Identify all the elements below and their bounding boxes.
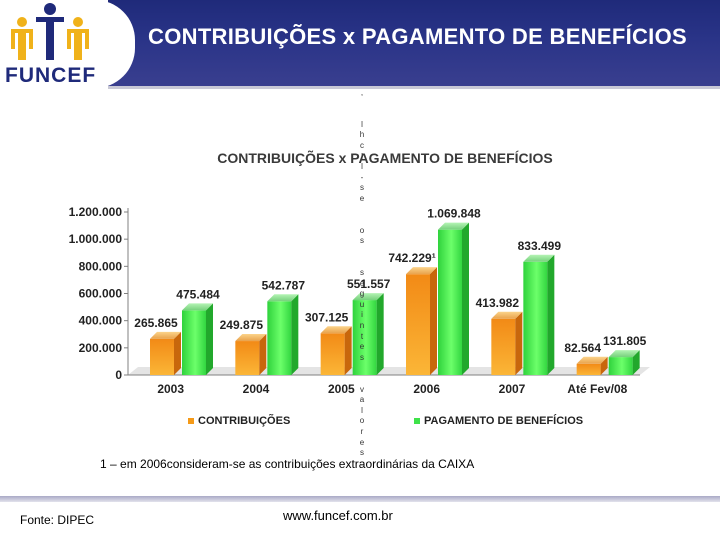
bar-top [182,303,213,311]
bar-top [150,331,181,339]
bar-side [206,303,213,375]
y-tick-label: 800.000 [79,259,123,273]
bar-pagamento [523,261,548,375]
x-tick-label: 2006 [413,382,440,396]
bar-top [523,254,555,262]
data-label: 833.499 [518,239,562,253]
footnote: 1 – em 2006consideram-se as contribuiçõe… [100,457,475,471]
bar-side [259,334,267,375]
data-label: 542.787 [262,278,306,292]
data-label: 82.564 [564,341,601,355]
y-tick-label: 1.200.000 [69,205,123,219]
bar-top [438,222,469,230]
y-tick-label: 400.000 [79,314,123,328]
y-tick-label: 200.000 [79,341,123,355]
bar-top [352,293,384,301]
bar-contribuicoes [150,338,174,375]
funcef-logo: FUNCEF [0,0,100,90]
bar-side [515,311,523,375]
bar-side [376,293,384,375]
funcef-people-icon [11,3,89,60]
bar-side [291,294,299,375]
bar-top [608,350,640,358]
data-label: 742.229¹ [388,251,435,265]
bar-contribuicoes [235,341,260,375]
bar-contribuicoes [320,333,345,375]
chart-title: CONTRIBUIÇÕES x PAGAMENTO DE BENEFÍCIOS [217,149,553,166]
data-label: 1.069.848 [427,207,481,221]
x-tick-label: 2004 [243,382,270,396]
source-label: Fonte: DIPEC [20,513,95,527]
bar-pagamento [438,229,462,375]
bar-top [576,356,608,364]
bar-contribuicoes [576,363,601,375]
x-tick-label: Até Fev/08 [567,382,627,396]
bar-pagamento [352,300,377,375]
bar-top [320,326,352,334]
bar-top [267,294,299,302]
header-line [108,86,720,89]
bar-pagamento [608,357,633,375]
data-label: 131.805 [603,334,647,348]
bar-top [406,267,437,275]
legend-label: CONTRIBUIÇÕES [198,414,290,427]
data-label: 475.484 [176,287,220,301]
bar-side [344,326,352,375]
legend-swatch [188,418,194,424]
slide-title: CONTRIBUIÇÕES x PAGAMENTO DE BENEFÍCIOS [148,24,687,49]
bar-contribuicoes [406,274,430,375]
x-tick-label: 2005 [328,382,355,396]
header-band [108,0,720,88]
bar-side [430,267,437,375]
data-label: 307.125 [305,310,349,324]
legend-swatch [414,418,420,424]
bar-top [491,311,523,319]
bar-pagamento [182,310,206,375]
data-label: 249.875 [220,318,264,332]
y-tick-label: 1.000.000 [69,232,123,246]
bar-contribuicoes [491,318,516,375]
bar-side [462,222,469,375]
bar-side [632,350,640,375]
bar-top [235,334,267,342]
legend-label: PAGAMENTO DE BENEFÍCIOS [424,414,583,427]
y-tick-label: 600.000 [79,287,123,301]
bottom-rule [0,496,720,502]
y-tick-label: 0 [115,368,122,382]
bar-side [600,356,608,375]
website-link[interactable]: www.funcef.com.br [283,508,393,523]
data-label: 265.865 [134,316,178,330]
data-label: 413.982 [476,296,520,310]
bar-side [174,331,181,375]
x-tick-label: 2003 [157,382,184,396]
bar-pagamento [267,301,292,375]
x-tick-label: 2007 [499,382,526,396]
slide-header: CONTRIBUIÇÕES x PAGAMENTO DE BENEFÍCIOS [0,0,720,90]
data-label: 551.557 [347,277,391,291]
logo-text: FUNCEF [5,64,97,87]
bar-side [547,254,555,375]
